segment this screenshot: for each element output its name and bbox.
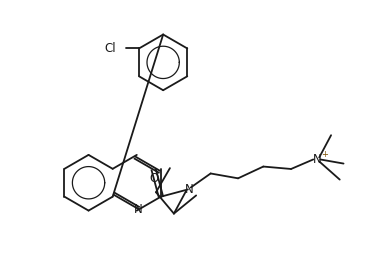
- Text: O: O: [149, 172, 158, 185]
- Text: +: +: [321, 150, 328, 159]
- Text: N: N: [313, 153, 322, 166]
- Text: Cl: Cl: [104, 42, 116, 55]
- Text: N: N: [134, 203, 142, 216]
- Text: N: N: [185, 183, 193, 196]
